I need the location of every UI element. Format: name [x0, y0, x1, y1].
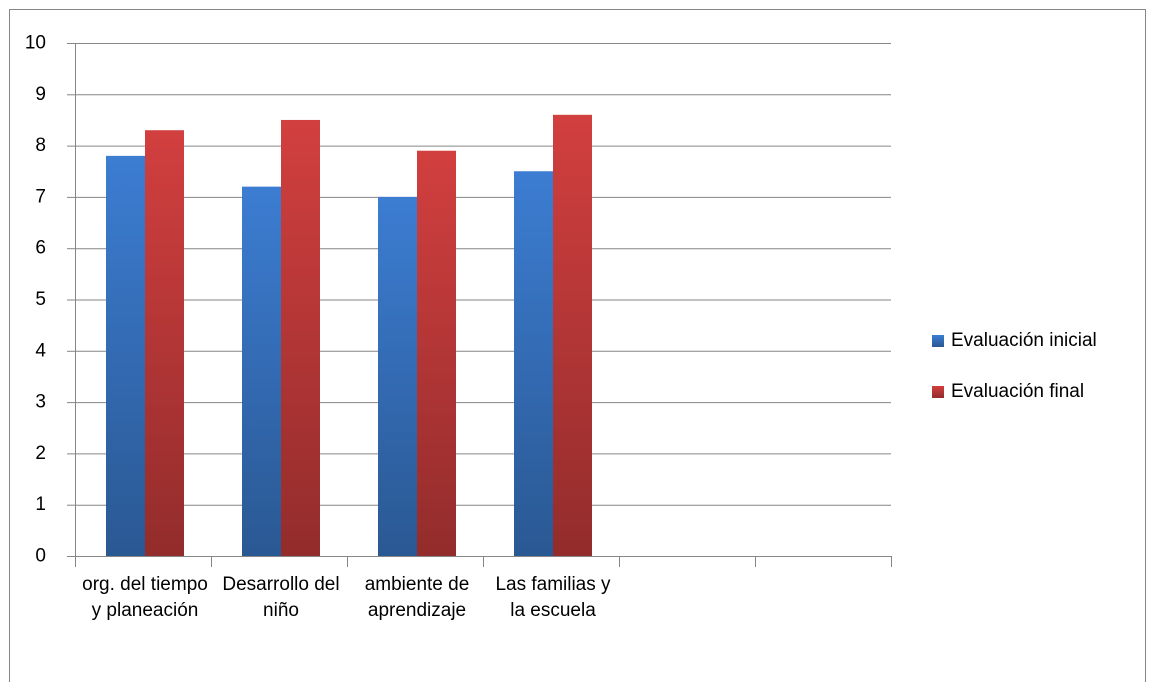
legend-swatch [932, 335, 944, 347]
y-tick-label: 1 [35, 494, 46, 515]
y-tick-label: 4 [35, 340, 46, 361]
legend-swatch [932, 386, 944, 398]
y-tick-label: 0 [35, 546, 46, 567]
x-tick-label: Las familias y la escuela [495, 574, 611, 621]
bar [378, 196, 417, 556]
bar [417, 150, 456, 557]
x-tick-label: Desarrollo del niño [222, 574, 340, 621]
y-tick-label: 8 [35, 135, 46, 156]
y-tick-label: 9 [35, 84, 46, 105]
y-tick-label: 3 [35, 392, 46, 413]
bar [281, 119, 320, 556]
bar [514, 171, 553, 556]
y-tick-label: 10 [25, 33, 46, 54]
chart-frame [9, 9, 1146, 682]
legend-label: Evaluación final [951, 381, 1084, 402]
y-tick-label: 7 [35, 186, 46, 207]
bar [106, 155, 145, 557]
y-tick-label: 2 [35, 443, 46, 464]
legend-label: Evaluación inicial [951, 330, 1097, 351]
bar [145, 130, 184, 556]
x-tick-label: org. del tiempo y planeación [82, 574, 208, 621]
y-tick-label: 5 [35, 289, 46, 310]
y-tick-label: 6 [35, 238, 46, 259]
bar [242, 186, 281, 556]
bar [553, 114, 592, 556]
x-tick-label: ambiente de aprendizaje [364, 574, 470, 621]
